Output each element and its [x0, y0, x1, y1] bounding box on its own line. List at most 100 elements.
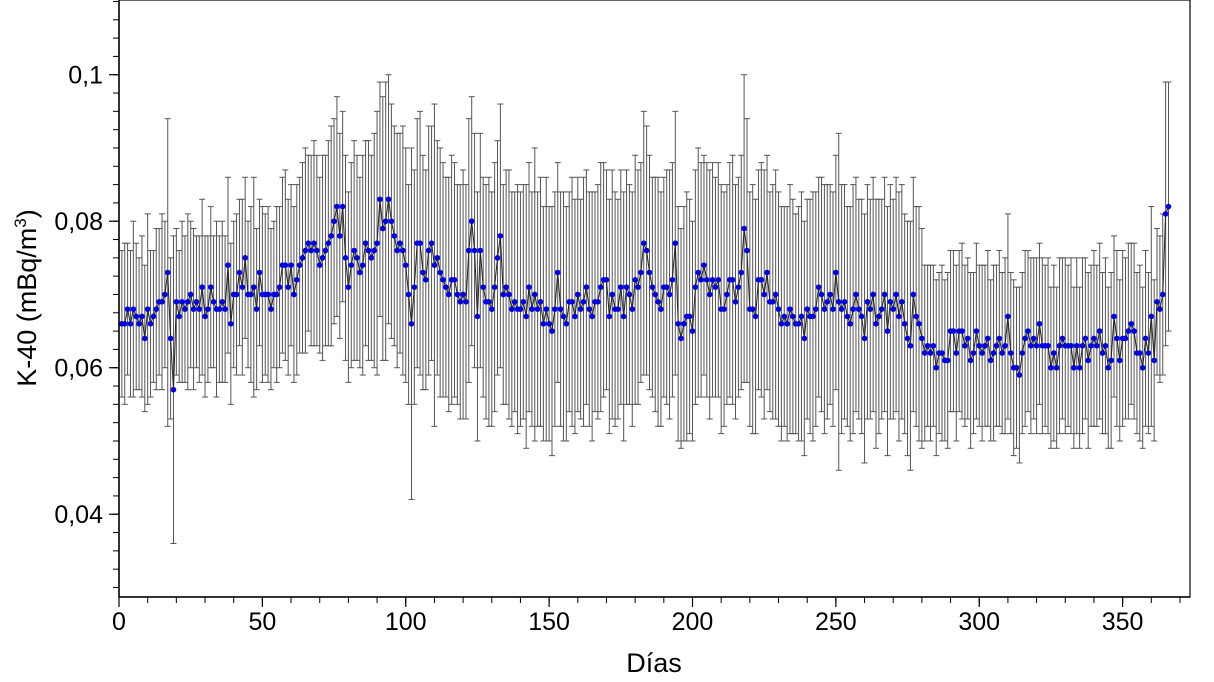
data-point	[775, 306, 782, 312]
data-point	[1088, 342, 1094, 349]
data-point	[921, 350, 928, 356]
y-tick-label: 0,04	[54, 501, 103, 529]
data-point	[798, 313, 805, 320]
data-point	[704, 277, 710, 283]
data-point	[910, 291, 917, 298]
data-point	[225, 262, 231, 268]
x-tick-label: 100	[385, 608, 427, 636]
data-point	[509, 306, 515, 312]
data-point	[351, 247, 357, 254]
data-point	[250, 284, 257, 290]
data-point	[979, 350, 985, 356]
data-point	[400, 247, 406, 254]
data-point	[838, 306, 845, 312]
data-point	[466, 247, 472, 254]
data-point	[1096, 328, 1103, 334]
data-point	[331, 218, 337, 225]
data-point	[821, 306, 828, 312]
data-point	[741, 225, 747, 232]
data-point	[202, 313, 208, 320]
data-point	[121, 320, 128, 327]
data-point	[876, 313, 882, 320]
y-tick-label: 0,06	[54, 355, 103, 383]
x-tick-label: 0	[112, 608, 126, 636]
data-point	[752, 313, 759, 320]
data-point	[787, 306, 793, 312]
data-point	[899, 298, 905, 305]
data-point	[359, 262, 366, 268]
data-point	[901, 320, 908, 327]
data-point	[698, 277, 704, 283]
data-point	[1139, 364, 1146, 371]
data-point	[1091, 335, 1097, 342]
data-point	[334, 203, 340, 210]
data-point	[457, 298, 464, 305]
data-point	[526, 284, 532, 290]
data-point	[939, 350, 945, 356]
data-point	[268, 306, 274, 312]
data-point	[511, 298, 518, 305]
data-point	[314, 247, 320, 254]
x-tick-label: 50	[248, 608, 276, 636]
data-point	[322, 247, 329, 254]
data-point	[1059, 335, 1066, 342]
data-point	[577, 306, 584, 312]
data-point	[893, 291, 899, 298]
data-point	[299, 255, 306, 261]
data-point	[990, 350, 997, 356]
data-point	[927, 350, 934, 356]
data-point	[167, 335, 174, 342]
data-point	[1019, 350, 1026, 356]
data-point	[669, 277, 676, 283]
data-point	[130, 306, 137, 312]
data-point	[380, 225, 386, 232]
data-point	[170, 386, 177, 393]
data-point	[818, 291, 825, 298]
data-point	[1048, 364, 1054, 371]
data-point	[962, 342, 968, 349]
data-point	[1154, 298, 1160, 305]
data-point	[506, 291, 512, 298]
data-point	[563, 320, 570, 327]
axes: 0,04 0,06 0,08 0,1 0 50 100 150 200 250 300 350	[54, 0, 1191, 636]
data-point	[127, 320, 134, 327]
data-point	[477, 247, 484, 254]
data-point	[993, 342, 1000, 349]
data-point	[1148, 313, 1155, 320]
x-tick-label: 150	[528, 608, 570, 636]
data-point	[285, 284, 291, 290]
data-point	[394, 247, 400, 254]
data-point	[405, 291, 412, 298]
data-point	[293, 277, 300, 283]
data-point	[1105, 364, 1112, 371]
data-point	[228, 320, 234, 327]
data-point	[339, 203, 346, 210]
data-point	[488, 306, 495, 312]
data-point	[781, 313, 788, 320]
data-point	[276, 284, 283, 290]
data-point	[549, 328, 555, 334]
data-point	[884, 328, 891, 334]
data-point	[606, 313, 613, 320]
data-point	[503, 284, 509, 290]
data-point	[778, 320, 785, 327]
data-point	[950, 328, 957, 334]
data-point	[1108, 357, 1114, 364]
data-point	[242, 255, 248, 261]
x-axis-title: Días	[626, 648, 682, 678]
data-point	[1033, 342, 1040, 349]
data-point	[471, 247, 478, 254]
data-point	[1068, 342, 1074, 349]
data-point	[529, 306, 535, 312]
data-point	[517, 306, 524, 312]
data-point	[724, 291, 730, 298]
data-point	[196, 306, 203, 312]
data-point	[827, 291, 833, 298]
data-point	[179, 298, 185, 305]
data-point	[784, 320, 790, 327]
data-point	[841, 298, 848, 305]
data-point	[678, 335, 684, 342]
data-point	[844, 313, 851, 320]
data-point	[537, 298, 544, 305]
data-point	[248, 291, 254, 298]
